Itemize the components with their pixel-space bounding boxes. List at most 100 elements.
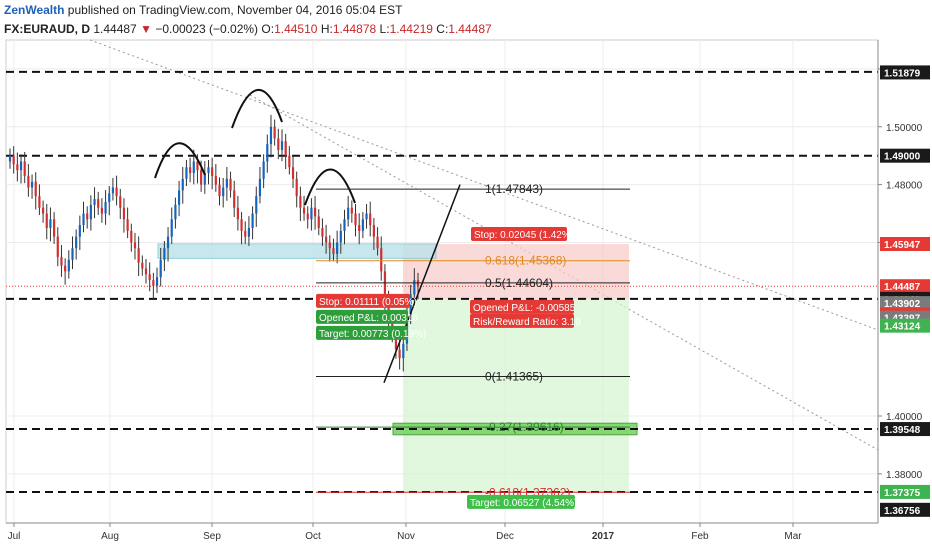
take-profit-zone: [403, 298, 629, 492]
candle: [27, 164, 30, 197]
candle-body: [358, 225, 361, 231]
candle-body: [339, 230, 342, 243]
candle-body: [409, 294, 412, 315]
x-tick-label-3: Oct: [305, 531, 321, 542]
opened-pl-small-label: Opened P&L: 0.00316: [319, 313, 418, 324]
candle: [189, 157, 192, 183]
candle: [45, 203, 48, 240]
candle-body: [185, 167, 188, 179]
candle-body: [376, 236, 379, 249]
candle-body: [302, 207, 306, 214]
candle: [181, 166, 184, 204]
candle: [23, 151, 26, 184]
brand-logo-text[interactable]: ZenWealth: [4, 3, 65, 17]
risk-reward-label-bg: [470, 313, 574, 328]
candle: [133, 232, 137, 260]
candle: [67, 250, 70, 279]
candle: [41, 200, 45, 223]
candle-body: [398, 349, 401, 359]
candle: [295, 171, 298, 208]
head-arc: [231, 89, 283, 129]
candle-body: [100, 207, 103, 214]
candle-body: [361, 219, 364, 231]
candle-body: [60, 256, 63, 266]
candle: [108, 186, 111, 216]
candle: [148, 262, 151, 292]
candle-body: [148, 274, 151, 281]
candle: [141, 255, 144, 276]
y-tick-label-5: 1.38000: [886, 470, 923, 481]
price-tag-5: 1.43902: [884, 299, 921, 310]
candle: [306, 206, 309, 229]
candle-body: [269, 126, 273, 145]
candle: [60, 245, 63, 277]
candle: [155, 267, 159, 294]
candle: [302, 195, 306, 221]
candle-body: [170, 219, 173, 237]
candle-body: [372, 225, 375, 237]
candle: [203, 161, 206, 194]
candle: [56, 227, 59, 267]
candle: [71, 236, 74, 270]
candle: [266, 134, 269, 173]
price-tag-bg-2: [880, 236, 930, 251]
candle: [358, 213, 361, 245]
candle: [317, 209, 320, 236]
candle-body: [229, 178, 232, 191]
candle: [269, 114, 273, 158]
risk-reward-label: Risk/Reward Ratio: 3.19: [473, 317, 581, 328]
candle-body: [218, 184, 221, 197]
candle: [122, 198, 126, 233]
price-tag-bg-5: [880, 296, 930, 311]
fib-label-4: -0.27(1.39616): [485, 420, 564, 434]
candle-body: [317, 216, 320, 228]
candle-body: [207, 167, 210, 174]
symbol-label[interactable]: FX:EURAUD, D: [4, 22, 90, 36]
price-tag-bg-8: [880, 318, 930, 333]
candle: [262, 154, 265, 189]
candle-body: [177, 190, 181, 205]
candle-body: [321, 227, 324, 237]
candle: [240, 212, 243, 245]
candle-body: [225, 178, 228, 188]
right-shoulder-arc: [304, 168, 356, 206]
price-tag-bg-3: [880, 279, 930, 294]
price-tag-3: 1.44487: [884, 282, 921, 293]
stop-label: Stop: 0.02045 (1.42%): [474, 230, 574, 241]
candle-body: [174, 204, 177, 220]
candle: [159, 247, 162, 287]
candle-body: [49, 219, 52, 228]
candle: [273, 119, 276, 146]
x-tick-label-5: Dec: [496, 531, 514, 542]
candle: [34, 172, 37, 210]
candle-body: [350, 207, 353, 214]
stop-small-label: Stop: 0.01111 (0.05%): [319, 297, 417, 308]
candle-body: [273, 126, 276, 139]
candle-body: [251, 213, 254, 228]
candle: [376, 227, 379, 256]
impulse-line: [383, 184, 461, 383]
candle-body: [214, 175, 217, 185]
candle: [49, 207, 52, 242]
fib-label-1: 0.618(1.45368): [485, 254, 566, 268]
candle-body: [291, 167, 295, 179]
stop-label-bg: [471, 226, 567, 241]
candle-body: [119, 196, 122, 208]
candle-body: [233, 190, 236, 208]
candle: [325, 224, 328, 254]
stop-loss-zone: [403, 243, 629, 299]
candle: [207, 160, 210, 185]
y-tick-label-1: 1.50000: [886, 123, 923, 134]
candle-body: [262, 161, 265, 179]
candle: [144, 258, 148, 284]
high-value: 1.44878: [332, 22, 377, 36]
fib-label-2: 0.5(1.44604): [485, 276, 553, 290]
price-tag-bg-1: [880, 148, 930, 163]
candle: [163, 241, 166, 272]
candle: [82, 201, 85, 233]
candle-body: [200, 170, 203, 185]
candle: [343, 209, 346, 245]
candle-body: [122, 207, 126, 220]
candle-body: [159, 259, 162, 278]
